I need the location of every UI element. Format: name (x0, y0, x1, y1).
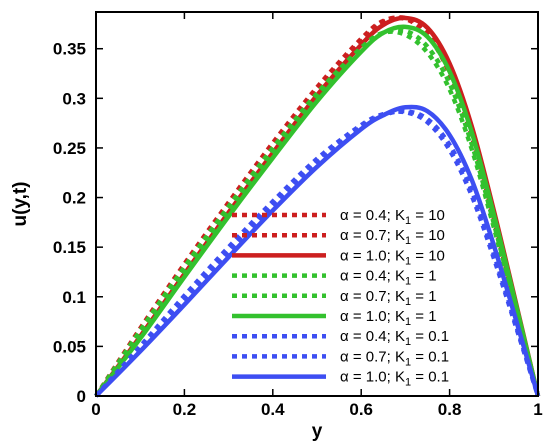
legend-label-0: α = 0.4; K1 = 10 (340, 207, 445, 227)
legend-label-4: α = 0.7; K1 = 1 (340, 288, 437, 308)
y-tick-label: 0.25 (53, 139, 86, 158)
x-tick-label: 0.8 (438, 400, 462, 419)
legend-label-2: α = 1.0; K1 = 10 (340, 247, 445, 267)
series-line-8 (94, 104, 541, 398)
x-axis-label: y (312, 421, 323, 442)
plot-frame (95, 11, 539, 397)
series-line-3 (94, 29, 541, 398)
y-tick-label: 0.05 (53, 337, 86, 356)
y-tick-label: 0.15 (53, 238, 86, 257)
y-tick-label: 0.35 (53, 40, 86, 59)
legend-label-7: α = 0.7; K1 = 0.1 (340, 348, 449, 368)
series-line-2 (94, 15, 541, 398)
legend: α = 0.4; K1 = 10α = 0.7; K1 = 10α = 1.0;… (232, 207, 449, 389)
legend-label-1: α = 0.7; K1 = 10 (340, 227, 445, 247)
y-tick-label: 0.1 (62, 288, 86, 307)
legend-label-3: α = 0.4; K1 = 1 (340, 268, 437, 288)
y-axis-label: u(y,t) (10, 181, 31, 226)
series-line-5 (94, 24, 541, 398)
x-tick-label: 0.2 (173, 400, 197, 419)
x-tick-label: 0 (91, 400, 100, 419)
y-tick-label: 0.3 (62, 89, 86, 108)
y-tick-label: 0 (77, 387, 86, 406)
y-tick-label: 0.2 (62, 189, 86, 208)
legend-label-8: α = 1.0; K1 = 0.1 (340, 369, 449, 389)
series-line-0 (94, 15, 541, 398)
x-tick-label: 0.6 (349, 400, 373, 419)
x-tick-label: 1 (533, 400, 542, 419)
x-tick-label: 0.4 (261, 400, 285, 419)
legend-label-6: α = 0.4; K1 = 0.1 (340, 328, 449, 348)
series-line-1 (94, 15, 541, 398)
legend-label-5: α = 1.0; K1 = 1 (340, 308, 437, 328)
series-layer (94, 15, 541, 398)
